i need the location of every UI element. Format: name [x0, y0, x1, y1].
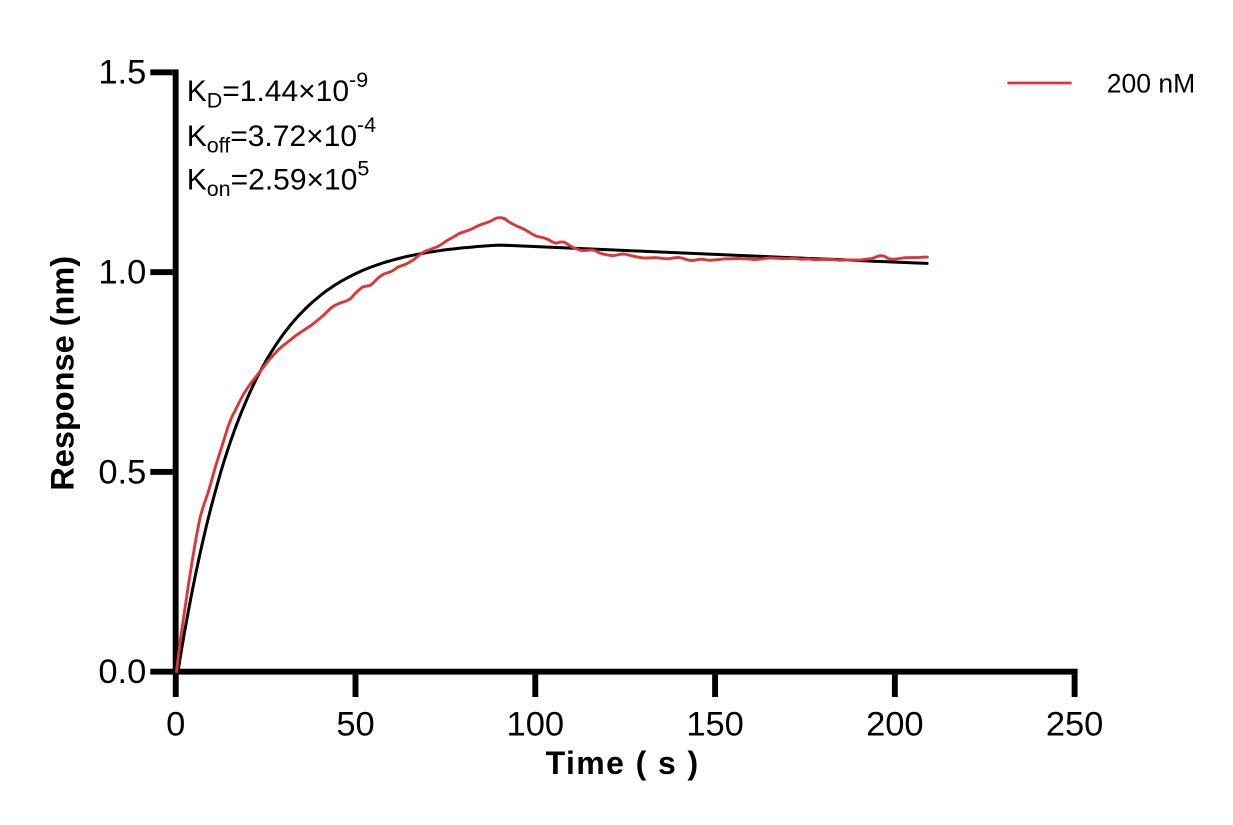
svg-text:Koff=3.72×10-4: Koff=3.72×10-4: [187, 113, 376, 158]
svg-text:250: 250: [1046, 706, 1104, 744]
svg-text:KD=1.44×10-9: KD=1.44×10-9: [187, 68, 368, 113]
svg-text:Time ( s ): Time ( s ): [546, 745, 700, 781]
svg-text:1.5: 1.5: [98, 54, 146, 92]
svg-text:Kon=2.59×105: Kon=2.59×105: [187, 157, 370, 202]
svg-text:1.0: 1.0: [98, 254, 146, 292]
svg-text:0.0: 0.0: [98, 653, 146, 691]
svg-text:0: 0: [166, 706, 185, 744]
svg-text:0.5: 0.5: [98, 453, 146, 491]
svg-text:50: 50: [336, 706, 374, 744]
svg-text:150: 150: [686, 706, 744, 744]
svg-text:200: 200: [866, 706, 924, 744]
svg-text:Response (nm): Response (nm): [44, 256, 80, 491]
svg-text:200 nM: 200 nM: [1107, 69, 1195, 99]
svg-text:100: 100: [507, 706, 565, 744]
